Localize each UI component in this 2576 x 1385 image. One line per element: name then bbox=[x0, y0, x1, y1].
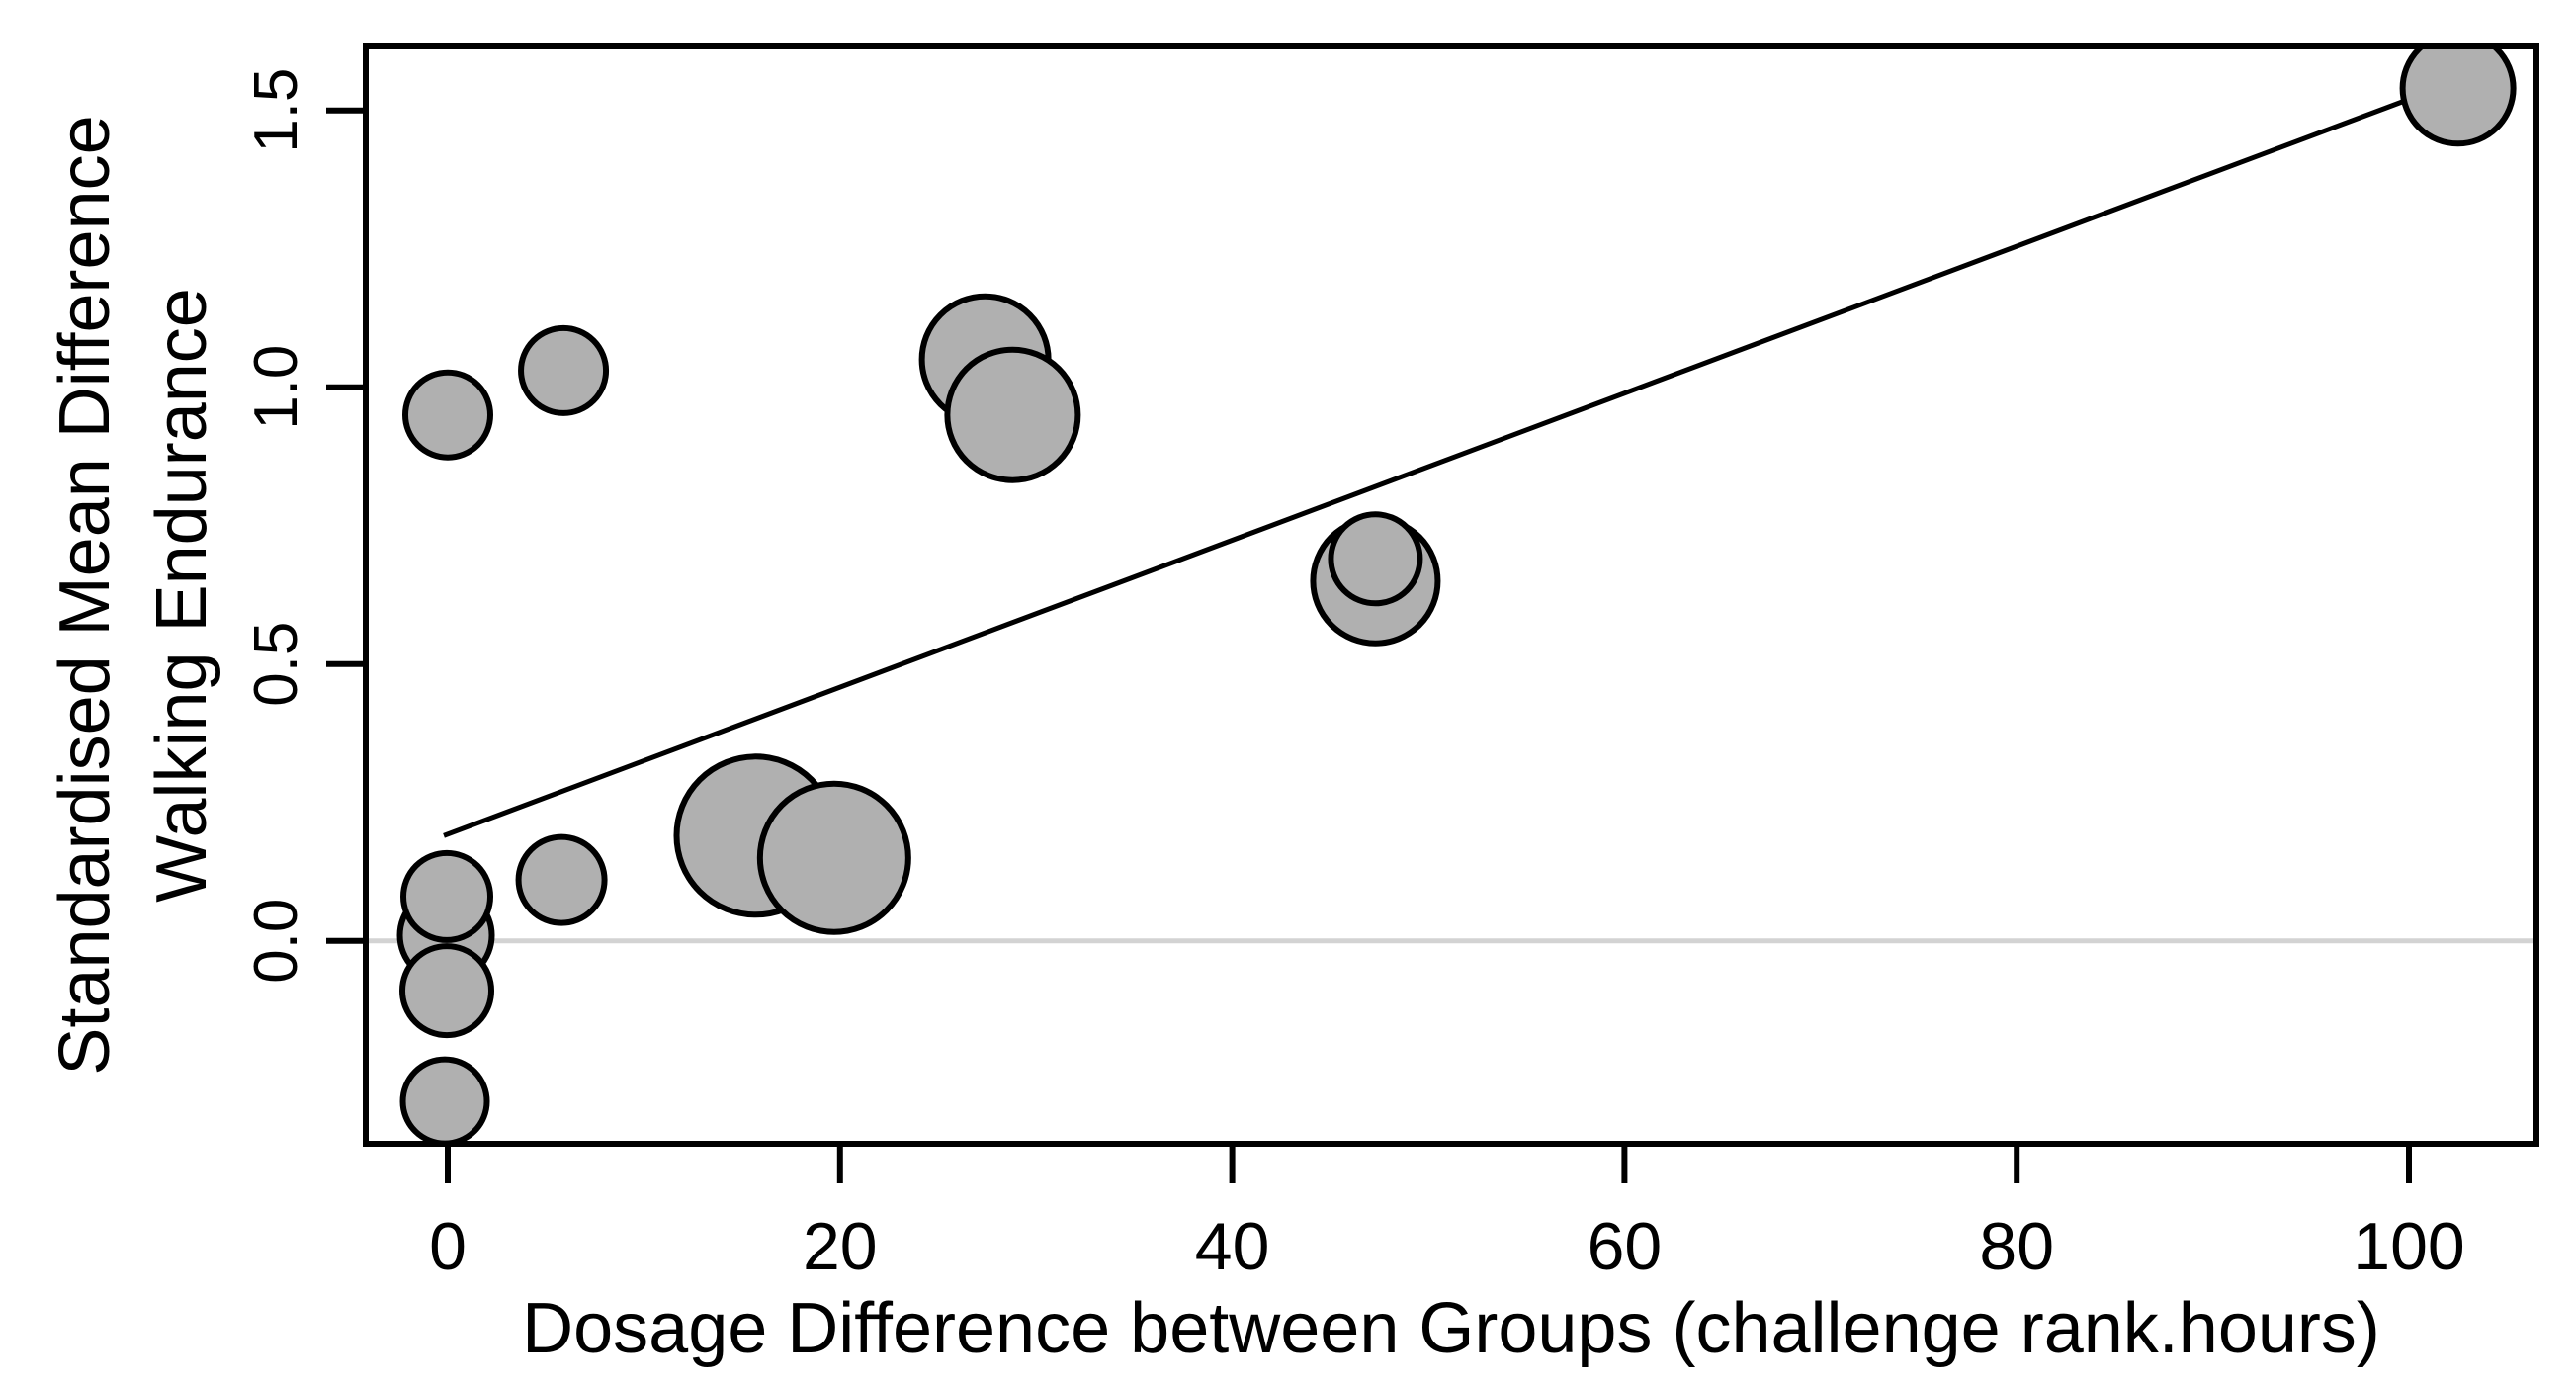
regression-line bbox=[443, 74, 2469, 838]
axes: 0 20 40 60 80 100 0.0 0.5 1.0 1.5 bbox=[242, 68, 2465, 1284]
x-tick-label-100: 100 bbox=[2353, 1209, 2464, 1284]
x-tick-label-20: 20 bbox=[803, 1209, 878, 1284]
x-tick-label-80: 80 bbox=[1979, 1209, 2054, 1284]
x-tick-label-60: 60 bbox=[1588, 1209, 1663, 1284]
x-tick-label-40: 40 bbox=[1195, 1209, 1270, 1284]
y-tick-label-0.5: 0.5 bbox=[242, 622, 310, 707]
y-tick-label-1.5: 1.5 bbox=[242, 68, 310, 153]
study-bubble-8 bbox=[515, 833, 608, 926]
y-tick-label-1.0: 1.0 bbox=[242, 345, 310, 430]
study-bubble-12 bbox=[1328, 511, 1423, 607]
plot-border bbox=[363, 43, 2539, 1147]
study-bubble-7 bbox=[518, 324, 610, 416]
x-axis-title: Dosage Difference between Groups (challe… bbox=[522, 1289, 2380, 1368]
study-bubble-13 bbox=[2399, 46, 2517, 147]
plot-area bbox=[366, 46, 2536, 1144]
study-bubble-1 bbox=[399, 943, 495, 1039]
study-bubble-5 bbox=[756, 780, 911, 935]
y-axis-title-line2: Walking Endurance bbox=[142, 288, 221, 903]
study-bubble-6 bbox=[402, 369, 493, 461]
study-bubble-3 bbox=[399, 1056, 490, 1144]
y-axis-title-line1: Standardised Mean Difference bbox=[45, 115, 125, 1075]
y-tick-label-0.0: 0.0 bbox=[242, 899, 310, 984]
study-bubble-2 bbox=[400, 849, 494, 943]
x-tick-label-0: 0 bbox=[429, 1209, 467, 1284]
study-bubble-10 bbox=[944, 346, 1081, 483]
